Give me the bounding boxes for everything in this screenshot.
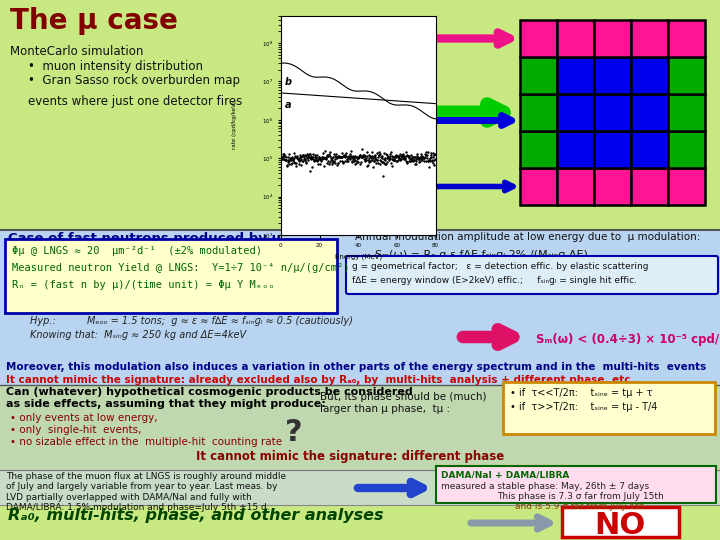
FancyBboxPatch shape	[346, 256, 718, 294]
Bar	[520, 20, 557, 57]
Bar	[631, 20, 668, 57]
Text: • no sizable effect in the  multiple-hit  counting rate: • no sizable effect in the multiple-hit …	[10, 437, 282, 447]
Bar	[594, 57, 631, 94]
Text: ?: ?	[285, 418, 302, 447]
Bar	[594, 94, 631, 131]
Text: But, its phase should be (much)
larger than μ phase,  tμ :: But, its phase should be (much) larger t…	[320, 392, 487, 414]
Text: It cannot mimic the signature: different phase: It cannot mimic the signature: different…	[196, 450, 504, 463]
Text: Rₐ₀, multi-hits, phase, and other analyses: Rₐ₀, multi-hits, phase, and other analys…	[8, 508, 384, 523]
Bar	[631, 168, 668, 205]
Bar	[520, 57, 557, 94]
Bar	[520, 94, 557, 131]
FancyBboxPatch shape	[436, 466, 716, 503]
Text: DAMA/NaI + DAMA/LIBRA: DAMA/NaI + DAMA/LIBRA	[441, 471, 570, 480]
Text: Annual modulation amplitude at low energy due to  μ modulation:: Annual modulation amplitude at low energ…	[355, 232, 701, 242]
Text: Rₙ = (fast n by μ)/(time unit) = Φμ Y Mₑₒₒ: Rₙ = (fast n by μ)/(time unit) = Φμ Y Mₑ…	[12, 280, 274, 290]
Bar	[668, 168, 705, 205]
Text: Hyp.:          Mₑₒₒ = 1.5 tons;  g ≈ ε ≈ f∆E ≈ fₛᵢₙɡₗ ≈ 0.5 (cautiously): Hyp.: Mₑₒₒ = 1.5 tons; g ≈ ε ≈ f∆E ≈ fₛᵢ…	[30, 316, 353, 326]
FancyBboxPatch shape	[562, 507, 679, 537]
Text: The phase of the muon flux at LNGS is roughly around middle
of July and largely : The phase of the muon flux at LNGS is ro…	[6, 472, 286, 512]
Bar	[668, 20, 705, 57]
Bar	[594, 168, 631, 205]
Bar	[0, 505, 720, 540]
FancyBboxPatch shape	[503, 382, 715, 434]
Bar	[520, 168, 557, 205]
Text: •  Gran Sasso rock overburden map: • Gran Sasso rock overburden map	[28, 74, 240, 87]
Bar	[631, 131, 668, 168]
Text: f∆E = energy window (E>2keV) effic.;     fₛᵢₙɡₗ = single hit effic.: f∆E = energy window (E>2keV) effic.; fₛᵢ…	[352, 276, 637, 285]
Bar	[594, 131, 631, 168]
Text: NO: NO	[595, 511, 646, 540]
Text: Φμ @ LNGS ≈ 20  μm⁻²d⁻¹  (±2% modulated): Φμ @ LNGS ≈ 20 μm⁻²d⁻¹ (±2% modulated)	[12, 246, 262, 256]
Text: • if  τ>>T/2π:    tₛᵢₙₑ = tμ - T/4: • if τ>>T/2π: tₛᵢₙₑ = tμ - T/4	[510, 402, 657, 412]
Text: • only  single-hit  events,: • only single-hit events,	[10, 425, 142, 435]
Text: • only events at low energy,: • only events at low energy,	[10, 413, 158, 423]
Text: a: a	[284, 100, 292, 110]
Bar	[0, 230, 720, 385]
Text: g = geometrical factor;   ε = detection effic. by elastic scattering: g = geometrical factor; ε = detection ef…	[352, 262, 649, 271]
Bar	[557, 57, 594, 94]
Text: The μ case: The μ case	[10, 7, 178, 35]
Text: Sₘ(ω) = Rₙ g ε f∆E fₛᵢₙɡₗ 2% /(Mₛᵢₙɡ ΔE): Sₘ(ω) = Rₙ g ε f∆E fₛᵢₙɡₗ 2% /(Mₛᵢₙɡ ΔE)	[375, 250, 588, 260]
Text: events where just one detector fires: events where just one detector fires	[28, 95, 242, 108]
Bar	[557, 20, 594, 57]
Bar	[668, 131, 705, 168]
Text: Can (whatever) hypothetical cosmogenic products be considered: Can (whatever) hypothetical cosmogenic p…	[6, 387, 413, 397]
Text: It cannot mimic the signature: already excluded also by Rₐ₀, by  multi-hits  ana: It cannot mimic the signature: already e…	[6, 375, 634, 385]
Bar	[0, 0, 720, 230]
Bar	[668, 57, 705, 94]
Text: Moreover, this modulation also induces a variation in other parts of the energy : Moreover, this modulation also induces a…	[6, 362, 706, 372]
FancyBboxPatch shape	[5, 239, 337, 313]
Text: b: b	[284, 77, 292, 87]
Text: MonteCarlo simulation: MonteCarlo simulation	[10, 45, 143, 58]
Bar	[0, 470, 720, 505]
Text: • if  τ<<T/2π:    tₛᵢₙₑ = tμ + τ: • if τ<<T/2π: tₛᵢₙₑ = tμ + τ	[510, 388, 652, 398]
Bar	[631, 57, 668, 94]
Text: Measured neutron Yield @ LNGS:  Y=1÷7 10⁻⁴ n/μ/(g/cm²): Measured neutron Yield @ LNGS: Y=1÷7 10⁻…	[12, 263, 349, 273]
Text: This phase is 7.3 σ far from July 15th: This phase is 7.3 σ far from July 15th	[497, 492, 663, 501]
Text: and is 5.9 σ far from July 5th: and is 5.9 σ far from July 5th	[516, 502, 644, 511]
Text: Case of fast neutrons produced by μ: Case of fast neutrons produced by μ	[8, 232, 282, 245]
Bar	[520, 131, 557, 168]
Bar	[557, 131, 594, 168]
Bar	[668, 94, 705, 131]
Text: Knowing that:  Mₛᵢₙɡ ≈ 250 kg and ΔE=4keV: Knowing that: Mₛᵢₙɡ ≈ 250 kg and ΔE=4keV	[30, 330, 246, 340]
Y-axis label: rate (cpd/kg/keV): rate (cpd/kg/keV)	[233, 102, 238, 150]
Bar	[631, 94, 668, 131]
X-axis label: Energy (MeV): Energy (MeV)	[335, 253, 382, 260]
Text: measured a stable phase: May, 26th ± 7 days: measured a stable phase: May, 26th ± 7 d…	[441, 482, 649, 491]
Bar	[557, 94, 594, 131]
Bar	[0, 385, 720, 470]
Bar	[594, 20, 631, 57]
Bar	[557, 168, 594, 205]
Text: •  muon intensity distribution: • muon intensity distribution	[28, 60, 203, 73]
Text: as side effects, assuming that they might produce:: as side effects, assuming that they migh…	[6, 399, 325, 409]
Text: Sₘ(ω) < (0.4÷3) × 10⁻⁵ cpd/kg/keV: Sₘ(ω) < (0.4÷3) × 10⁻⁵ cpd/kg/keV	[536, 333, 720, 346]
